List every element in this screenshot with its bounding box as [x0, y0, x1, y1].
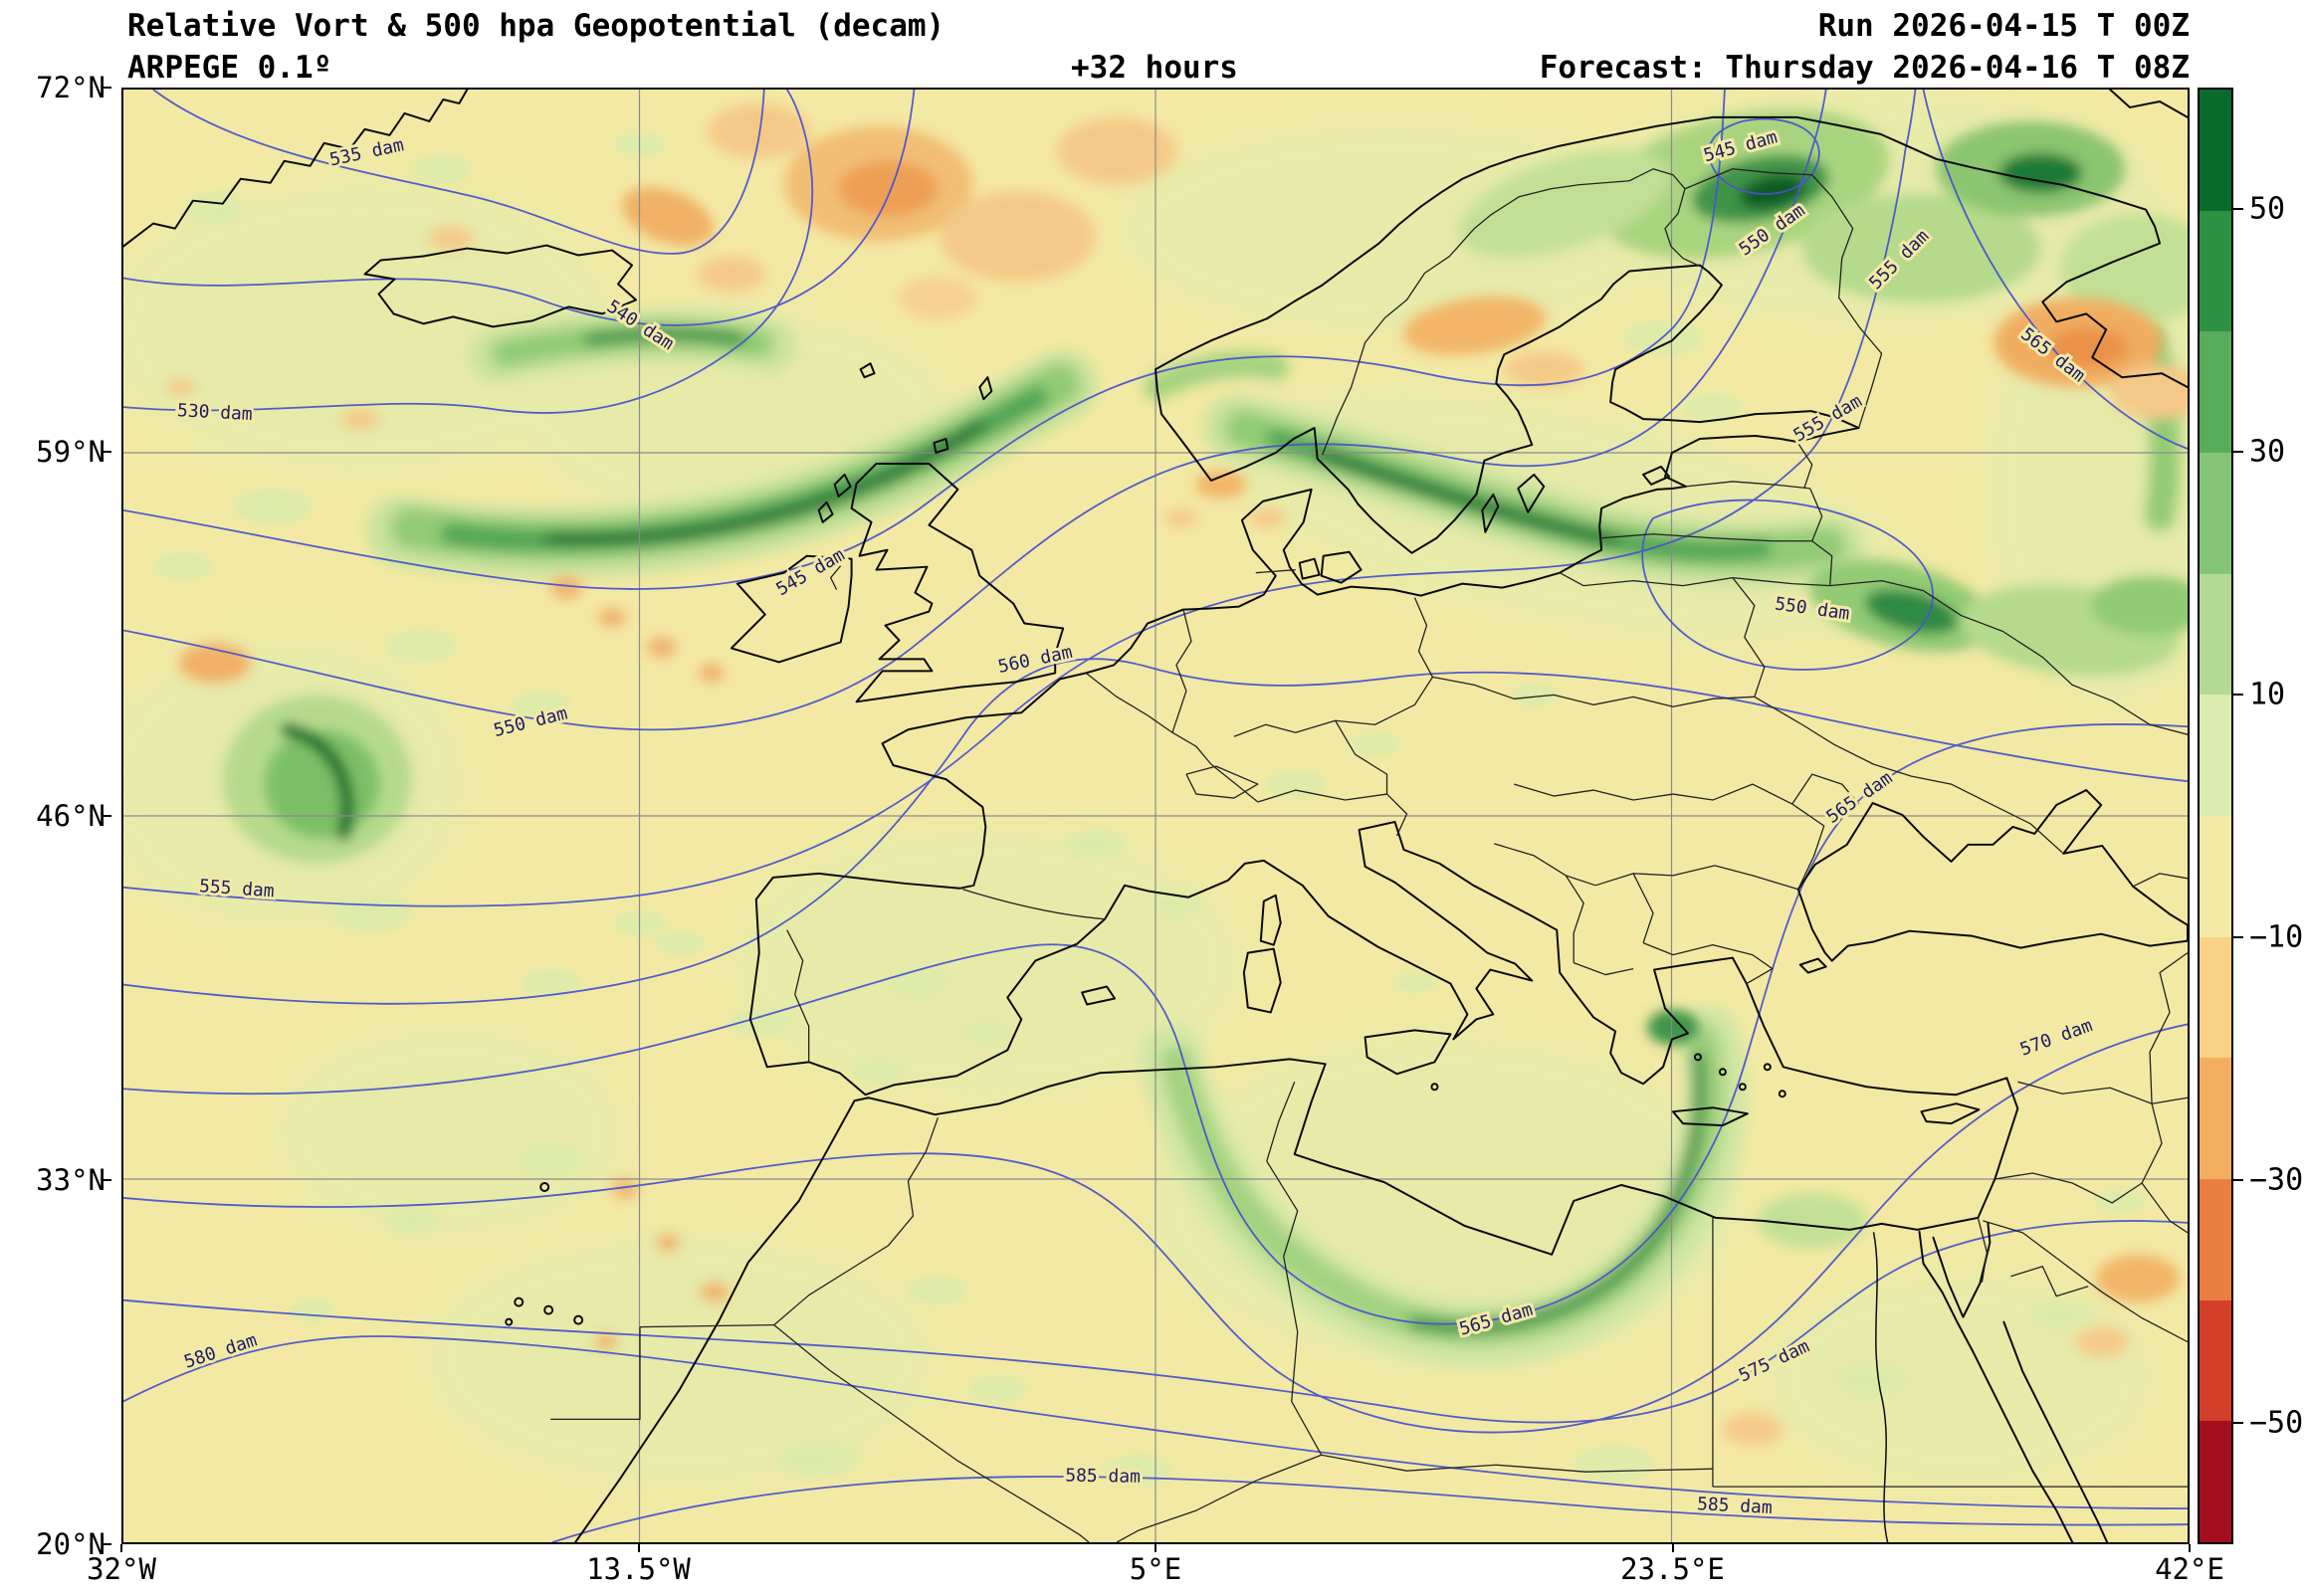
y-tick-label: 72°N	[36, 71, 105, 104]
colorbar-tick-mark	[2233, 694, 2243, 696]
lead-time-label: +32 hours	[1071, 50, 1238, 86]
colorbar-tick-label: 30	[2249, 434, 2286, 470]
x-tick-mark	[1671, 1544, 1674, 1552]
vorticity-field	[123, 90, 2188, 1490]
gridlines	[123, 90, 2188, 1542]
colorbar-tick-mark	[2233, 451, 2243, 453]
run-label: Run 2026-04-15 T 00Z	[1817, 8, 2190, 44]
x-tick-label: 42°E	[2155, 1552, 2224, 1586]
x-tick-label: 13.5°W	[586, 1552, 691, 1586]
y-tick-label: 46°N	[36, 799, 105, 833]
y-tick-mark	[102, 815, 111, 817]
coastlines	[123, 90, 2188, 1542]
x-tick-label: 23.5°E	[1620, 1552, 1725, 1586]
x-axis-labels: 32°W 13.5°W 5°E 23.5°E 42°E	[87, 1544, 2224, 1592]
colorbar-tick-mark	[2233, 936, 2243, 938]
colorbar	[2198, 88, 2233, 1544]
forecast-label: Forecast: Thursday 2026-04-16 T 08Z	[1539, 50, 2190, 86]
colorbar-segment	[2200, 1421, 2231, 1543]
y-tick-label: 33°N	[36, 1163, 105, 1197]
contour-label: 585 dam	[1697, 1494, 1774, 1518]
x-tick-mark	[120, 1544, 122, 1552]
y-tick-mark	[102, 1543, 111, 1545]
colorbar-segment	[2200, 816, 2231, 937]
colorbar-segment	[2200, 695, 2231, 817]
contour-label: 530 dam	[177, 400, 254, 425]
colorbar-segment	[2200, 1299, 2231, 1422]
colorbar-segment	[2200, 331, 2231, 454]
y-axis-labels: 72°N 59°N 46°N 33°N 20°N	[0, 71, 111, 1561]
colorbar-segment	[2200, 210, 2231, 332]
y-tick-label: 59°N	[36, 435, 105, 469]
x-tick-mark	[2189, 1544, 2191, 1552]
x-tick-label: 32°W	[87, 1552, 156, 1586]
contour-label: 565 dam	[1822, 767, 1896, 828]
colorbar-tick-mark	[2233, 208, 2243, 210]
contour-label: 585 dam	[1065, 1466, 1141, 1488]
model-label: ARPEGE 0.1º	[127, 50, 332, 86]
x-tick-mark	[637, 1544, 640, 1552]
y-tick-label: 20°N	[36, 1527, 105, 1561]
x-tick-label: 5°E	[1129, 1552, 1182, 1586]
contour-label: 580 dam	[181, 1329, 259, 1372]
colorbar-segment	[2200, 1179, 2231, 1300]
map-plot: 535 dam 540 dam 530 dam 545 dam 550 dam 555 d…	[121, 88, 2190, 1544]
colorbar-segment	[2200, 573, 2231, 696]
colorbar-tick-label: 50	[2249, 191, 2286, 227]
colorbar-segment	[2200, 453, 2231, 574]
colorbar-tick-label: −10	[2249, 919, 2304, 955]
country-borders	[550, 168, 2188, 1542]
y-tick-mark	[102, 451, 111, 453]
geopotential-contours	[123, 90, 2188, 1542]
contour-label: 555 dam	[1789, 391, 1865, 447]
colorbar-tick-label: 10	[2249, 677, 2286, 712]
y-tick-mark	[102, 87, 111, 89]
contour-label: 535 dam	[327, 134, 405, 170]
x-tick-mark	[1154, 1544, 1156, 1552]
colorbar-segment	[2200, 1058, 2231, 1180]
chart-title: Relative Vort & 500 hpa Geopotential (de…	[127, 8, 945, 44]
colorbar-tick-mark	[2233, 1179, 2243, 1181]
colorbar-segment	[2200, 90, 2231, 211]
colorbar-tick-mark	[2233, 1422, 2243, 1424]
contour-label: 570 dam	[2017, 1015, 2095, 1061]
colorbar-tick-label: −30	[2249, 1162, 2304, 1198]
colorbar-segment	[2200, 936, 2231, 1059]
y-tick-mark	[102, 1179, 111, 1181]
colorbar-tick-label: −50	[2249, 1405, 2304, 1441]
